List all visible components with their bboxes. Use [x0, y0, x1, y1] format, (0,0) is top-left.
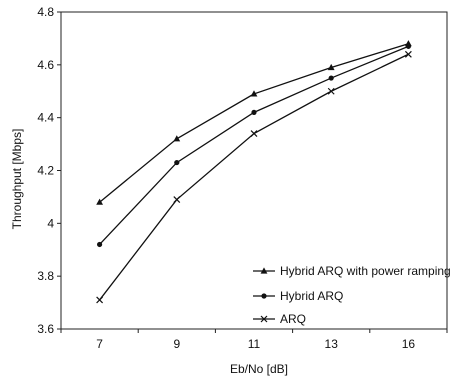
y-axis-title: Throughput [Mbps]: [10, 129, 24, 230]
plot-frame: [60, 11, 448, 330]
circle-marker: [97, 241, 103, 248]
circle-marker: [328, 75, 334, 81]
legend-label: ARQ: [280, 312, 306, 326]
x-tick-label: 16: [402, 337, 416, 351]
x-tick-label: 9: [173, 337, 180, 351]
y-tick-label: 3.6: [37, 322, 54, 336]
y-tick-label: 4.4: [37, 111, 54, 125]
series-x: [96, 50, 412, 304]
x-marker: [327, 87, 335, 95]
legend-item: Hybrid ARQ with power ramping: [253, 264, 451, 278]
x-marker-stroke: [250, 130, 258, 137]
x-marker: [404, 50, 412, 58]
x-marker-stroke: [404, 50, 412, 58]
triangle-marker: [96, 198, 103, 205]
y-tick-label: 4: [47, 216, 54, 230]
x-marker: [260, 315, 268, 323]
x-marker-stroke: [260, 315, 268, 323]
series-layer: [96, 40, 412, 304]
x-marker: [250, 130, 258, 137]
triangle-marker: [173, 135, 181, 142]
series-triangle: [96, 40, 412, 205]
x-marker: [173, 196, 181, 203]
x-marker-stroke: [327, 87, 335, 95]
y-tick-label: 4.8: [37, 5, 54, 19]
legend-item: Hybrid ARQ: [253, 289, 343, 303]
circle-marker: [261, 293, 267, 299]
x-marker-stroke: [96, 296, 104, 304]
legend-label: Hybrid ARQ with power ramping: [280, 264, 451, 278]
series-circle: [97, 43, 411, 248]
y-axis-ticks: 3.6 3.8 4 4.2 4.4 4.6 4.8: [37, 5, 61, 336]
triangle-marker: [260, 267, 268, 274]
x-marker-stroke: [173, 196, 181, 203]
legend: Hybrid ARQ with power ramping Hybrid ARQ A…: [253, 264, 451, 326]
circle-marker: [174, 159, 180, 166]
triangle-marker: [250, 90, 258, 97]
x-tick-label: 13: [325, 337, 339, 351]
triangle-marker: [327, 63, 335, 71]
x-tick-label: 11: [248, 337, 261, 351]
x-tick-label: 7: [96, 337, 103, 351]
y-tick-label: 3.8: [37, 269, 54, 283]
legend-label: Hybrid ARQ: [280, 289, 343, 303]
x-axis-ticks: 7 9 11 13 16: [60, 329, 448, 351]
x-axis-title: Eb/No [dB]: [230, 362, 288, 376]
y-tick-label: 4.2: [37, 164, 54, 178]
y-tick-label: 4.6: [37, 58, 54, 72]
legend-item: ARQ: [253, 312, 306, 326]
circle-marker: [405, 43, 411, 49]
series-line: [99, 43, 409, 203]
x-marker: [96, 296, 104, 304]
circle-marker: [251, 109, 257, 115]
